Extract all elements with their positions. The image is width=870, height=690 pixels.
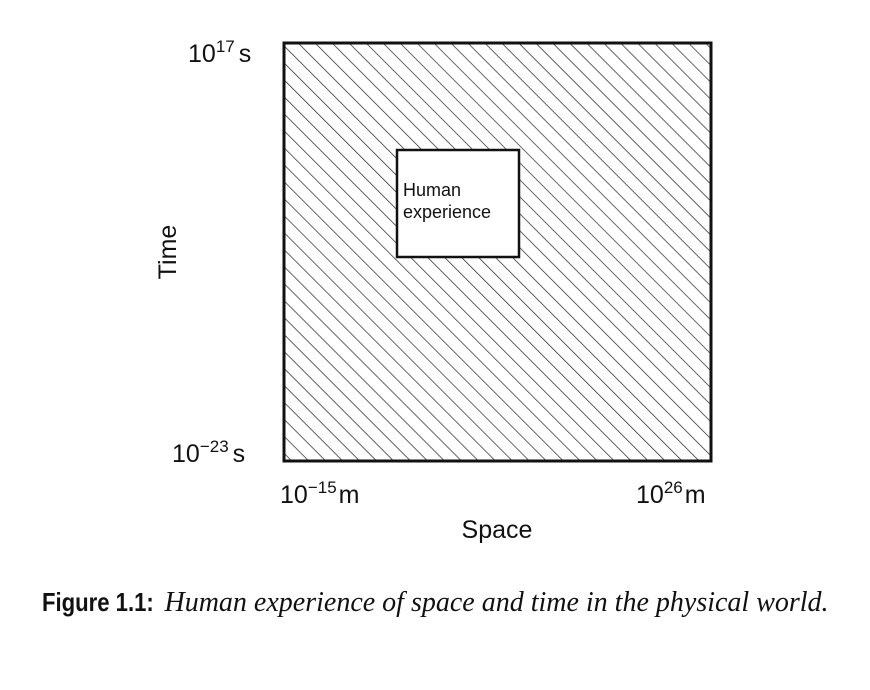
exponent: −15 xyxy=(308,478,337,497)
inner-box-line: Human xyxy=(403,180,461,200)
figure: Human experience 1017 s 10−23 s 10−15m 102… xyxy=(154,37,713,544)
caption-label: Figure 1.1: xyxy=(42,587,154,617)
y-axis-label: Time xyxy=(154,225,182,280)
base: 10 xyxy=(636,481,664,509)
exponent: 26 xyxy=(664,478,683,497)
base: 10 xyxy=(188,40,216,68)
unit: m xyxy=(685,481,706,509)
caption: Figure 1.1: Human experience of space an… xyxy=(42,582,842,623)
exponent: 17 xyxy=(216,37,235,56)
base: 10 xyxy=(172,440,200,468)
x-axis-label: Space xyxy=(462,516,533,544)
inner-box xyxy=(395,148,521,259)
unit: s xyxy=(233,440,246,468)
exponent: −23 xyxy=(200,437,229,456)
x-left-label: 10−15m xyxy=(280,478,359,509)
unit: s xyxy=(239,40,252,68)
x-right-label: 1026m xyxy=(636,478,706,509)
inner-box-line: experience xyxy=(403,202,491,222)
base: 10 xyxy=(280,481,308,509)
caption-text: Human experience of space and time in th… xyxy=(164,587,829,618)
y-top-label: 1017 s xyxy=(188,37,251,68)
unit: m xyxy=(339,481,360,509)
y-bottom-label: 10−23 s xyxy=(172,437,245,468)
